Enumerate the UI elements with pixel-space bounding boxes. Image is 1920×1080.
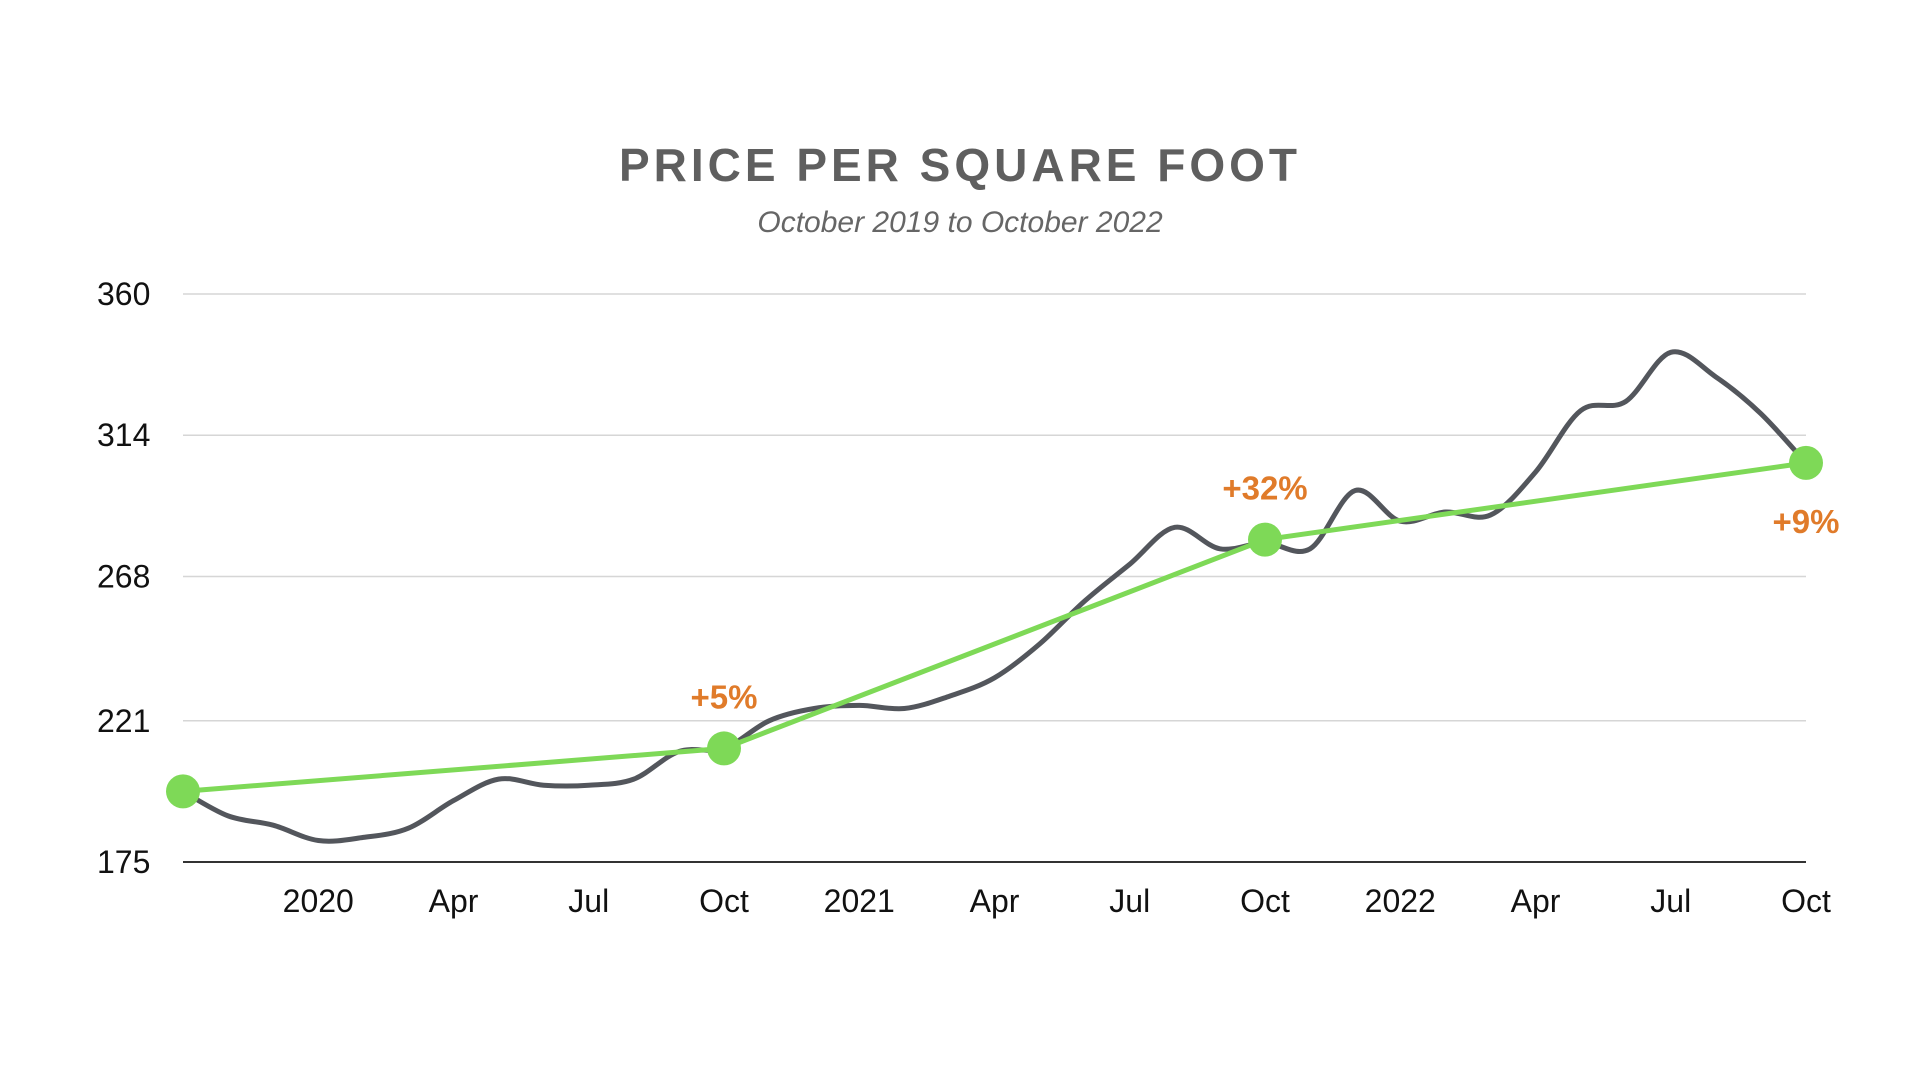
trend-marker (707, 731, 741, 766)
percent-change-label: +5% (691, 678, 758, 715)
percent-change-label: +9% (1773, 503, 1840, 540)
price-series-line (180, 349, 1809, 844)
x-tick-label: Oct (1240, 883, 1290, 919)
y-tick-label: 360 (97, 276, 150, 312)
y-tick-label: 268 (97, 558, 150, 594)
x-tick-label: Jul (1650, 883, 1691, 919)
x-tick-label: Oct (699, 883, 749, 919)
series-layer (166, 349, 1823, 844)
trend-marker (1248, 522, 1282, 557)
x-tick-label: 2022 (1365, 883, 1436, 919)
chart-title: PRICE PER SQUARE FOOT (618, 139, 1302, 191)
grid-layer (183, 293, 1806, 722)
trend-marker (166, 774, 200, 809)
axis-layer: 175 221 268 314 360 2020 Apr Jul Oct 2021 Apr Jul Oc… (97, 276, 1831, 919)
trend-series-line (182, 460, 1807, 794)
percent-change-label: +32% (1222, 470, 1307, 507)
x-tick-label: Apr (429, 883, 479, 919)
x-tick-label: Oct (1781, 883, 1831, 919)
x-tick-label: Jul (568, 883, 609, 919)
y-tick-label: 314 (97, 417, 150, 453)
x-tick-label: Apr (1511, 883, 1561, 919)
x-tick-label: Apr (970, 883, 1020, 919)
trend-marker (1789, 445, 1823, 480)
x-tick-label: 2021 (824, 883, 895, 919)
chart-subtitle: October 2019 to October 2022 (757, 206, 1163, 239)
y-tick-label: 221 (97, 703, 150, 739)
label-layer: +5% +32% +9% (691, 470, 1840, 716)
y-tick-label: 175 (97, 844, 150, 880)
x-tick-label: 2020 (283, 883, 354, 919)
x-tick-label: Jul (1109, 883, 1150, 919)
